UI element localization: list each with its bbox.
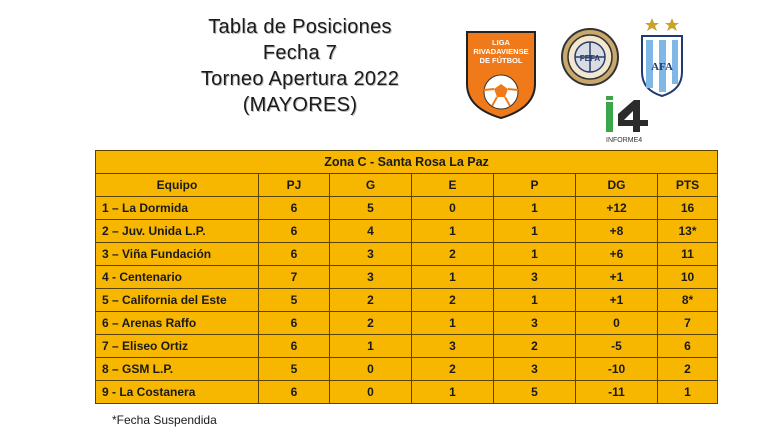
team-cell: 4 - Centenario [95, 265, 259, 289]
table-row: 5 – California del Este 5 2 2 1 +1 8* [95, 288, 718, 312]
pts-cell: 1 [657, 380, 718, 404]
table-row: 1 – La Dormida 6 5 0 1 +12 16 [95, 196, 718, 220]
afa-crest-logo: AFA [638, 14, 686, 98]
header-cell: DG [575, 173, 658, 197]
e-cell: 2 [411, 288, 494, 312]
p-cell: 1 [493, 219, 576, 243]
pj-cell: 5 [258, 288, 330, 312]
tournament-label: Torneo Apertura 2022 [200, 68, 400, 90]
title-block: Tabla de Posiciones Fecha 7 Torneo Apert… [160, 14, 440, 118]
pts-cell: 13* [657, 219, 718, 243]
pts-cell: 16 [657, 196, 718, 220]
pj-cell: 5 [258, 357, 330, 381]
dg-cell: -5 [575, 334, 658, 358]
header-row: Equipo PJ G E P DG PTS [95, 173, 718, 197]
g-cell: 0 [329, 380, 412, 404]
dg-cell: 0 [575, 311, 658, 335]
liga-line1: LIGA [492, 38, 510, 47]
e-cell: 1 [411, 311, 494, 335]
p-cell: 1 [493, 196, 576, 220]
e-cell: 0 [411, 196, 494, 220]
p-cell: 3 [493, 357, 576, 381]
g-cell: 3 [329, 265, 412, 289]
team-cell: 2 – Juv. Unida L.P. [95, 219, 259, 243]
pts-cell: 11 [657, 242, 718, 266]
pj-cell: 6 [258, 219, 330, 243]
dg-cell: -10 [575, 357, 658, 381]
fecha-label: Fecha 7 [262, 42, 338, 64]
team-cell: 8 – GSM L.P. [95, 357, 259, 381]
team-cell: 7 – Eliseo Ortiz [95, 334, 259, 358]
header-cell: Equipo [95, 173, 259, 197]
dg-cell: +6 [575, 242, 658, 266]
liga-line2: RIVADAVIENSE [473, 47, 528, 56]
pj-cell: 6 [258, 196, 330, 220]
e-cell: 3 [411, 334, 494, 358]
standings-table: Zona C - Santa Rosa La Paz Equipo PJ G E… [95, 150, 718, 404]
pj-cell: 6 [258, 242, 330, 266]
g-cell: 1 [329, 334, 412, 358]
pj-cell: 6 [258, 311, 330, 335]
e-cell: 1 [411, 265, 494, 289]
p-cell: 2 [493, 334, 576, 358]
pj-cell: 7 [258, 265, 330, 289]
federation-initials: FEFA [580, 54, 601, 63]
table-row: 3 – Viña Fundación 6 3 2 1 +6 11 [95, 242, 718, 266]
table-row: 6 – Arenas Raffo 6 2 1 3 0 7 [95, 311, 718, 335]
afa-initials: AFA [651, 61, 673, 73]
g-cell: 2 [329, 311, 412, 335]
dg-cell: +1 [575, 288, 658, 312]
informe-4-logo: INFORME4 [604, 96, 652, 146]
p-cell: 5 [493, 380, 576, 404]
pts-cell: 2 [657, 357, 718, 381]
g-cell: 3 [329, 242, 412, 266]
footnote: *Fecha Suspendida [112, 413, 217, 427]
table-row: 9 - La Costanera 6 0 1 5 -11 1 [95, 380, 718, 404]
header-cell: PJ [258, 173, 330, 197]
table-row: 2 – Juv. Unida L.P. 6 4 1 1 +8 13* [95, 219, 718, 243]
header-cell: P [493, 173, 576, 197]
g-cell: 5 [329, 196, 412, 220]
dg-cell: +1 [575, 265, 658, 289]
e-cell: 2 [411, 357, 494, 381]
pts-cell: 10 [657, 265, 718, 289]
header-cell: G [329, 173, 412, 197]
pts-cell: 8* [657, 288, 718, 312]
page-title: Tabla de Posiciones [208, 16, 392, 38]
team-cell: 9 - La Costanera [95, 380, 259, 404]
dg-cell: -11 [575, 380, 658, 404]
p-cell: 3 [493, 265, 576, 289]
federation-seal-logo: FEFA [560, 27, 620, 87]
team-cell: 1 – La Dormida [95, 196, 259, 220]
e-cell: 1 [411, 380, 494, 404]
pj-cell: 6 [258, 334, 330, 358]
p-cell: 1 [493, 242, 576, 266]
table-row: 4 - Centenario 7 3 1 3 +1 10 [95, 265, 718, 289]
header-cell: E [411, 173, 494, 197]
pj-cell: 6 [258, 380, 330, 404]
liga-line3: DE FÚTBOL [480, 56, 523, 65]
e-cell: 1 [411, 219, 494, 243]
pts-cell: 6 [657, 334, 718, 358]
table-row: 7 – Eliseo Ortiz 6 1 3 2 -5 6 [95, 334, 718, 358]
g-cell: 2 [329, 288, 412, 312]
pts-cell: 7 [657, 311, 718, 335]
team-cell: 5 – California del Este [95, 288, 259, 312]
p-cell: 1 [493, 288, 576, 312]
dg-cell: +8 [575, 219, 658, 243]
dg-cell: +12 [575, 196, 658, 220]
table-row: 8 – GSM L.P. 5 0 2 3 -10 2 [95, 357, 718, 381]
category-label: (MAYORES) [242, 94, 358, 116]
header-cell: PTS [657, 173, 718, 197]
informe-label: INFORME4 [606, 137, 642, 144]
e-cell: 2 [411, 242, 494, 266]
p-cell: 3 [493, 311, 576, 335]
team-cell: 6 – Arenas Raffo [95, 311, 259, 335]
g-cell: 0 [329, 357, 412, 381]
liga-rivadaviense-shield-logo: LIGA RIVADAVIENSE DE FÚTBOL [463, 28, 539, 120]
g-cell: 4 [329, 219, 412, 243]
zone-title: Zona C - Santa Rosa La Paz [95, 150, 718, 174]
team-cell: 3 – Viña Fundación [95, 242, 259, 266]
